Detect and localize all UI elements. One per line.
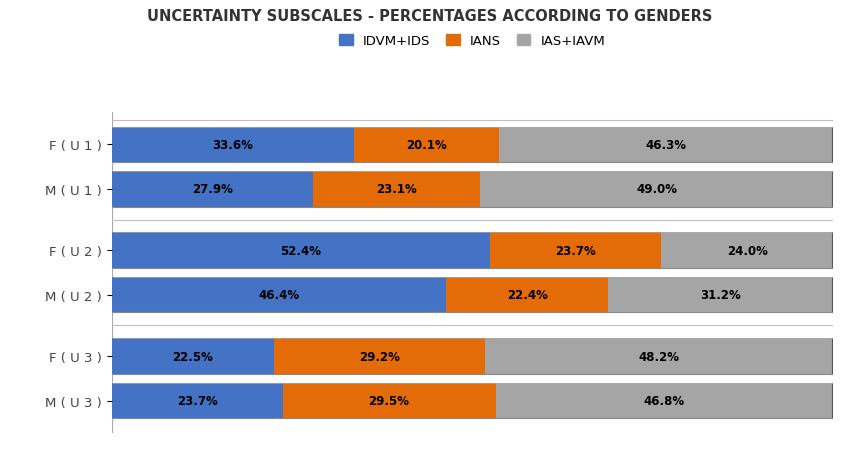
Text: 46.3%: 46.3%	[646, 138, 686, 152]
Bar	[112, 339, 274, 374]
Text: UNCERTAINTY SUBSCALES - PERCENTAGES ACCORDING TO GENDERS: UNCERTAINTY SUBSCALES - PERCENTAGES ACCO…	[147, 9, 712, 24]
Text: 29.2%: 29.2%	[359, 350, 399, 363]
Text: 22.5%: 22.5%	[173, 350, 213, 363]
Bar	[112, 277, 447, 313]
Bar	[112, 383, 283, 419]
Bar	[112, 233, 490, 268]
Text: 23.1%: 23.1%	[376, 183, 417, 196]
Bar	[447, 277, 608, 313]
Bar	[608, 277, 833, 313]
Bar	[112, 172, 313, 207]
Bar	[313, 172, 479, 207]
Bar	[484, 339, 832, 374]
Text: 33.6%: 33.6%	[212, 138, 253, 152]
Text: 27.9%: 27.9%	[192, 183, 233, 196]
Bar	[490, 233, 661, 268]
Bar	[496, 383, 833, 419]
Bar	[274, 339, 484, 374]
Text: 31.2%: 31.2%	[700, 289, 741, 302]
Bar	[661, 233, 834, 268]
Text: 22.4%: 22.4%	[507, 289, 548, 302]
Text: 23.7%: 23.7%	[177, 394, 217, 407]
Text: 20.1%: 20.1%	[406, 138, 447, 152]
Text: 49.0%: 49.0%	[636, 183, 677, 196]
Bar	[112, 127, 354, 163]
Bar	[499, 127, 833, 163]
Bar	[479, 172, 833, 207]
Bar	[283, 383, 496, 419]
Text: 24.0%: 24.0%	[727, 244, 768, 257]
Text: 48.2%: 48.2%	[638, 350, 679, 363]
Text: 46.4%: 46.4%	[259, 289, 300, 302]
Text: 23.7%: 23.7%	[555, 244, 595, 257]
Text: 52.4%: 52.4%	[280, 244, 321, 257]
Legend: IDVM+IDS, IANS, IAS+IAVM: IDVM+IDS, IANS, IAS+IAVM	[334, 30, 611, 53]
Bar	[354, 127, 499, 163]
Text: 46.8%: 46.8%	[644, 394, 685, 407]
Text: 29.5%: 29.5%	[369, 394, 410, 407]
